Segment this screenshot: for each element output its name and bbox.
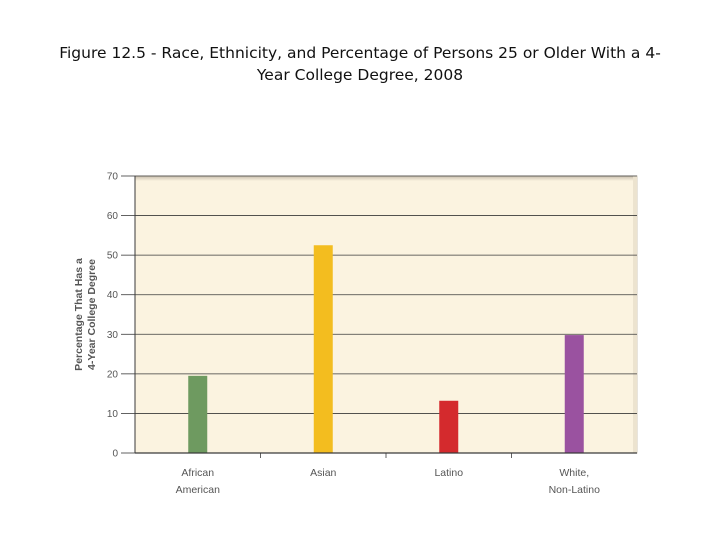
x-category-label: American — [176, 484, 221, 496]
plot-shade-right — [633, 176, 637, 453]
bars — [188, 245, 584, 453]
y-tick-label: 40 — [107, 290, 119, 301]
slide-title: Figure 12.5 - Race, Ethnicity, and Perce… — [20, 42, 700, 86]
axes — [121, 175, 637, 458]
plot-shade-top — [135, 176, 637, 181]
y-axis-label-line-1: Percentage That Has a — [73, 258, 85, 371]
x-category-label: Non-Latino — [549, 484, 601, 496]
axis-labels: 0 10 20 30 40 50 60 70 African American Asian Latin… — [73, 172, 600, 497]
x-category-label: White, — [559, 467, 589, 479]
slide-title-line-1: Figure 12.5 - Race, Ethnicity, and Perce… — [59, 44, 661, 62]
x-category-label: African — [181, 467, 214, 479]
plot-area — [134, 175, 638, 454]
bar-asian — [313, 245, 333, 453]
slide-title-line-2: Year College Degree, 2008 — [256, 66, 464, 84]
gridlines — [135, 175, 637, 414]
bar-african — [188, 375, 208, 453]
y-axis-label-line-2: 4-Year College Degree — [86, 259, 98, 370]
y-tick-label: 70 — [107, 172, 119, 183]
y-tick-label: 0 — [112, 449, 118, 460]
y-tick-label: 30 — [107, 330, 119, 341]
bar-latino — [439, 400, 459, 453]
x-category-label: Latino — [434, 467, 463, 479]
y-tick-label: 20 — [107, 369, 119, 380]
y-tick-label: 60 — [107, 211, 119, 222]
y-tick-label: 50 — [107, 251, 119, 262]
plot-background — [134, 175, 638, 454]
y-tick-label: 10 — [107, 409, 119, 420]
x-category-label: Asian — [310, 467, 336, 479]
bar-white — [564, 335, 584, 453]
